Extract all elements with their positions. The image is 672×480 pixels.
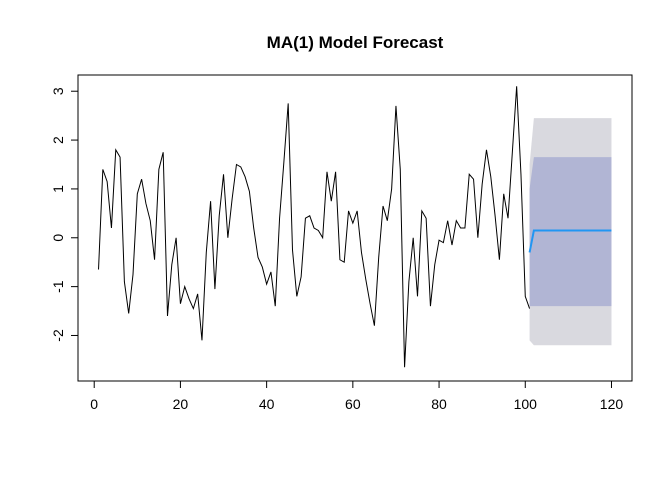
y-axis: -2 -1 0 1 2 3 (50, 87, 79, 342)
y-tick-label: 1 (50, 185, 66, 193)
y-tick-label: -1 (50, 280, 66, 293)
observed-series-line (98, 86, 531, 368)
x-tick-label: 120 (600, 396, 624, 412)
forecast-intervals (529, 118, 612, 346)
x-tick-label: 80 (431, 396, 447, 412)
y-tick-label: 3 (50, 87, 66, 95)
chart-title: MA(1) Model Forecast (267, 33, 444, 52)
y-tick-label: 0 (50, 234, 66, 242)
y-tick-label: 2 (50, 136, 66, 144)
x-tick-label: 60 (345, 396, 361, 412)
interval-80-band (529, 157, 612, 307)
series-lines (98, 86, 612, 368)
x-tick-label: 40 (259, 396, 275, 412)
x-tick-label: 20 (173, 396, 189, 412)
y-tick-label: -2 (50, 329, 66, 342)
x-axis: 0 20 40 60 80 100 120 (90, 380, 624, 412)
x-tick-label: 100 (514, 396, 538, 412)
forecast-mean-line (528, 229, 612, 253)
x-tick-label: 0 (90, 396, 98, 412)
